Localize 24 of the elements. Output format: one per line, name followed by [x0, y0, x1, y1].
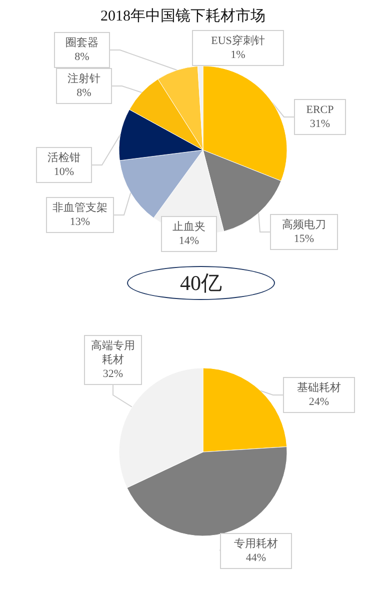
- data-label: 13%: [70, 216, 90, 228]
- slice-label: 圈套器: [66, 37, 98, 49]
- slice-label: 止血夹: [172, 220, 206, 233]
- slice-label: 高频电刀: [282, 218, 326, 231]
- chart-title: 2018年中国镜下耗材市场: [100, 8, 266, 24]
- slice-label: ERCP: [306, 104, 334, 116]
- slice-label: 专用耗材: [234, 537, 278, 550]
- data-label: 14%: [178, 235, 200, 247]
- slice-label: 注射针: [68, 72, 100, 85]
- data-label: 8%: [76, 87, 92, 99]
- ellipse-outline: 40亿: [127, 266, 275, 300]
- data-label: 31%: [310, 118, 330, 130]
- slice-label: 基础耗材: [297, 381, 341, 394]
- slice-label: 高端专用耗材: [91, 339, 135, 366]
- data-label: 24%: [308, 396, 330, 408]
- slice-label: EUS穿刺针: [211, 34, 265, 47]
- data-label: 15%: [294, 233, 314, 245]
- data-label: 8%: [74, 51, 90, 63]
- data-label: 1%: [230, 49, 246, 61]
- data-label: 44%: [246, 552, 266, 564]
- data-label: 32%: [102, 368, 124, 380]
- data-label: 10%: [54, 166, 74, 178]
- slice-label: 活检钳: [48, 152, 80, 164]
- slice-label: 非血管支架: [52, 201, 108, 214]
